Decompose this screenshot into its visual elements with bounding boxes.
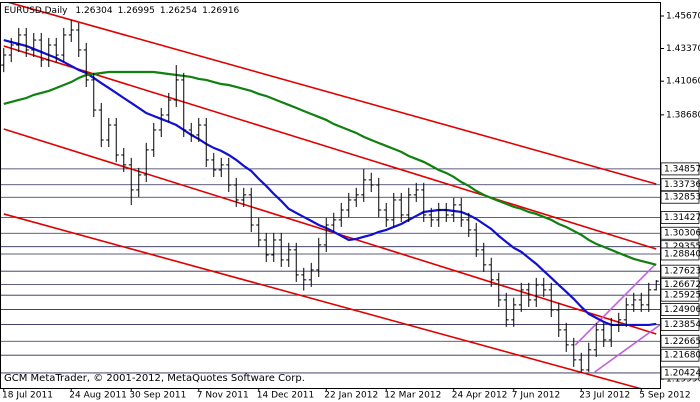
moving-average	[3, 38, 657, 327]
level-label-box	[660, 264, 700, 278]
x-tick-label: 24 Aug 2011	[69, 391, 127, 401]
trend-line	[7, 3, 657, 185]
level-label-box	[660, 303, 700, 316]
level-label: 1.33736	[664, 180, 700, 190]
x-tick-label: 18 Jul 2011	[2, 391, 53, 401]
level-label: 1.21680	[664, 351, 700, 361]
y-tick-label: 1.19990	[666, 375, 700, 385]
level-label: 1.24906	[664, 305, 700, 315]
x-tick-label: 23 Jul 2012	[579, 391, 630, 401]
level-label: 1.26672	[664, 280, 700, 290]
level-label: 1.20424	[664, 368, 700, 378]
x-tick-label: 14 Dec 2011	[257, 391, 315, 401]
level-label: 1.23854	[664, 320, 700, 330]
level-label-box	[660, 348, 700, 362]
y-tick-label: 1.38680	[666, 110, 700, 120]
level-label-box	[660, 318, 700, 331]
y-tick-label: 1.43370	[666, 44, 700, 54]
level-label-box	[660, 334, 700, 348]
level-label: 1.30306	[664, 229, 700, 239]
x-tick-label: 30 Sep 2011	[129, 391, 186, 401]
level-label: 1.25925	[664, 291, 700, 301]
level-label-box	[660, 162, 700, 176]
last-low: 1.26254	[160, 6, 197, 16]
watermark: GCM MetaTrader, © 2001-2012, MetaQuotes …	[4, 373, 305, 384]
level-label-box	[660, 210, 700, 224]
level-label: 1.31427	[664, 213, 700, 223]
level-label-box	[660, 288, 700, 302]
level-label: 1.34857	[664, 164, 700, 174]
x-tick-label: 22 Jan 2012	[324, 391, 378, 401]
level-label-box	[660, 178, 700, 192]
level-label-box	[660, 190, 700, 204]
level-label: 1.28840	[664, 249, 700, 259]
y-tick-label: 1.41060	[666, 77, 700, 87]
x-tick-label: 24 Apr 2012	[452, 391, 508, 401]
plot-frame	[0, 2, 661, 389]
trend-line	[3, 45, 657, 250]
trend-line	[594, 324, 660, 373]
level-label: 1.32853	[664, 193, 700, 203]
x-tick-label: 7 Jun 2012	[512, 391, 560, 401]
level-label: 1.29355	[664, 242, 700, 252]
trend-line	[3, 213, 642, 388]
last-open: 1.26304	[75, 6, 112, 16]
level-label-box	[660, 226, 700, 240]
price-axis: 1.45670 1.43370 1.41060 1.38680 1.19990 1.348…	[660, 12, 700, 385]
x-tick-label: 5 Sep 2012	[639, 391, 690, 401]
trend-line	[574, 264, 656, 346]
trend-line	[3, 128, 657, 335]
last-high: 1.26995	[118, 6, 155, 16]
level-label-box	[660, 247, 700, 261]
x-tick-label: 7 Nov 2011	[197, 391, 249, 401]
chart-title: EURUSD,Daily	[4, 6, 68, 16]
level-label: 1.27623	[664, 267, 700, 277]
x-tick-label: 12 Mar 2012	[384, 391, 441, 401]
plot-area	[0, 3, 660, 388]
level-label: 1.22665	[664, 337, 700, 347]
level-label-box	[660, 366, 700, 380]
chart-header: EURUSD,Daily 1.26304 1.26995 1.26254 1.26916	[4, 6, 240, 16]
moving-average	[3, 70, 657, 266]
last-close: 1.26916	[202, 6, 239, 16]
y-tick-label: 1.45670	[666, 12, 700, 22]
